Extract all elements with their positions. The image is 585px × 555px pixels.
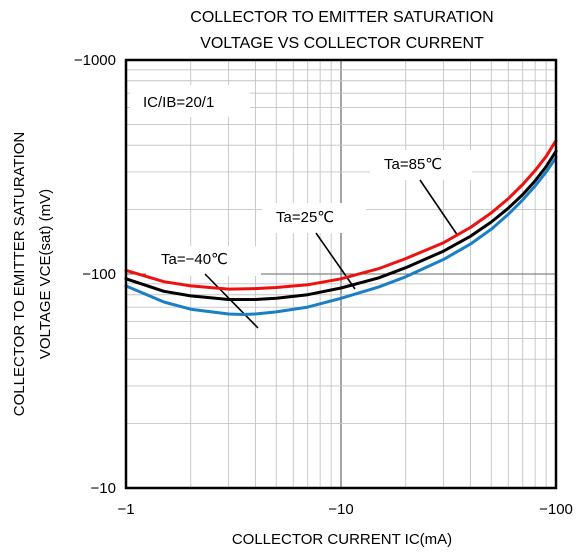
condition-label-background <box>130 85 250 117</box>
series-labels: Ta=85℃ Ta=25℃ Ta=−40℃ <box>161 156 442 268</box>
x-tick-label: −100 <box>539 501 573 518</box>
series-label-background <box>146 246 261 276</box>
y-tick-labels: −1000 −100 −10 <box>74 52 116 497</box>
chart-title-line-2: VOLTAGE VS COLLECTOR CURRENT <box>200 35 484 52</box>
series-label-leader <box>315 232 356 290</box>
series-line-0 <box>124 139 558 291</box>
series-label: Ta=85℃ <box>384 156 442 173</box>
x-axis-label: COLLECTOR CURRENT IC(mA) <box>232 531 452 548</box>
condition-label: IC/IB=20/1 <box>143 94 214 111</box>
series-label-background <box>262 203 366 233</box>
x-tick-label: −1 <box>117 501 134 518</box>
series-line-2 <box>124 156 558 316</box>
x-tick-label: −10 <box>328 501 353 518</box>
y-tick-label: −1000 <box>74 52 116 69</box>
y-axis-label-line-1: COLLECTOR TO EMITTER SATURATION <box>11 132 28 416</box>
series-group <box>124 139 558 316</box>
series-label: Ta=−40℃ <box>161 251 228 268</box>
x-tick-labels: −1 −10 −100 <box>117 501 572 518</box>
chart-title-line-1: COLLECTOR TO EMITTER SATURATION <box>190 9 493 26</box>
y-axis-label-line-2: VOLTAGE VCE(sat) (mV) <box>37 189 54 359</box>
series-label-leader <box>419 179 459 237</box>
series-label-background <box>370 150 472 180</box>
series-label: Ta=25℃ <box>276 209 334 226</box>
series-label-backgrounds <box>146 150 472 276</box>
plot-frame <box>124 58 558 490</box>
series-line-1 <box>124 149 558 301</box>
y-tick-label: −10 <box>91 480 116 497</box>
y-tick-label: −100 <box>82 266 116 283</box>
